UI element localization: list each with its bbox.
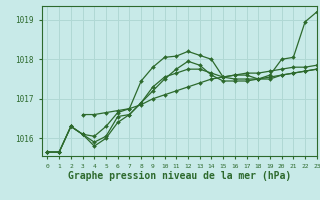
X-axis label: Graphe pression niveau de la mer (hPa): Graphe pression niveau de la mer (hPa) (68, 171, 291, 181)
